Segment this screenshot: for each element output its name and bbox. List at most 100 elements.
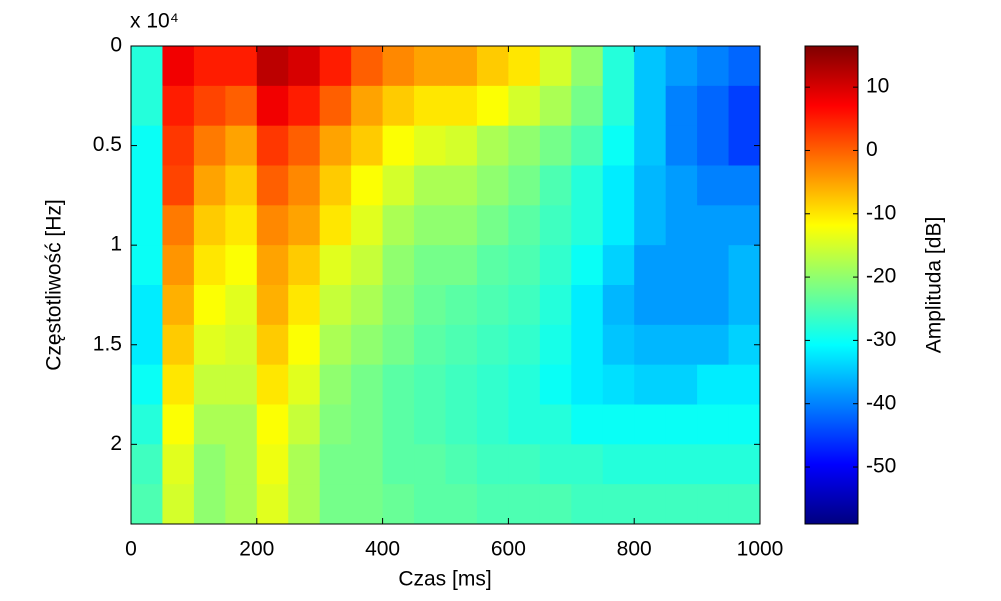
heatmap-cell bbox=[697, 444, 730, 485]
heatmap-cell bbox=[319, 46, 352, 87]
heatmap-cell bbox=[351, 245, 384, 286]
y-tick-label: 0 bbox=[110, 34, 122, 57]
heatmap-cell bbox=[508, 46, 541, 87]
heatmap-cell bbox=[508, 404, 541, 445]
heatmap-cell bbox=[697, 285, 730, 326]
heatmap-cell bbox=[445, 484, 478, 525]
heatmap-cell bbox=[728, 46, 761, 87]
heatmap-cell bbox=[225, 404, 258, 445]
heatmap-cell bbox=[445, 245, 478, 286]
heatmap-cell bbox=[351, 85, 384, 127]
heatmap-cell bbox=[508, 245, 541, 286]
heatmap-cell bbox=[414, 324, 446, 366]
heatmap-cell bbox=[382, 444, 415, 485]
heatmap-cell bbox=[602, 404, 635, 445]
heatmap-cell bbox=[602, 364, 635, 405]
heatmap-cell bbox=[288, 46, 321, 87]
heatmap-cell bbox=[288, 85, 321, 127]
heatmap-cell bbox=[131, 404, 163, 445]
heatmap-cell bbox=[351, 484, 384, 525]
heatmap-cell bbox=[256, 46, 289, 87]
heatmap-cell bbox=[445, 444, 478, 485]
heatmap-cell bbox=[665, 324, 698, 366]
heatmap-cell bbox=[382, 324, 415, 366]
heatmap-cell bbox=[508, 125, 541, 166]
heatmap-cell bbox=[571, 404, 604, 445]
heatmap-cell bbox=[414, 125, 446, 166]
heatmap-cell bbox=[728, 444, 761, 485]
heatmap-cell bbox=[445, 285, 478, 326]
heatmap-cell bbox=[665, 205, 698, 246]
heatmap-cell bbox=[539, 165, 572, 206]
heatmap-cell bbox=[539, 364, 572, 405]
heatmap-cell bbox=[571, 444, 604, 485]
heatmap-cell bbox=[319, 364, 352, 405]
heatmap-cell bbox=[162, 165, 195, 206]
colorbar-tick-label: -50 bbox=[866, 455, 896, 478]
heatmap-cell bbox=[193, 364, 226, 405]
heatmap-cell bbox=[414, 364, 446, 405]
heatmap-cell bbox=[602, 46, 635, 87]
heatmap-cell bbox=[162, 484, 195, 525]
heatmap-cell bbox=[414, 404, 446, 445]
heatmap-cell bbox=[351, 46, 384, 87]
heatmap-cell bbox=[476, 125, 509, 166]
heatmap-cell bbox=[445, 46, 478, 87]
heatmap-cell bbox=[162, 404, 195, 445]
heatmap-cell bbox=[351, 444, 384, 485]
heatmap-cell bbox=[728, 245, 761, 286]
heatmap-cell bbox=[162, 444, 195, 485]
colorbar-tick-label: -10 bbox=[866, 201, 896, 224]
heatmap-cell bbox=[193, 245, 226, 286]
heatmap-cell bbox=[351, 364, 384, 405]
heatmap-cell bbox=[193, 285, 226, 326]
heatmap-cell bbox=[193, 404, 226, 445]
colorbar-tick-label: -40 bbox=[866, 391, 896, 414]
heatmap-cell bbox=[256, 125, 289, 166]
x-tick-label: 600 bbox=[491, 538, 526, 561]
heatmap-cell bbox=[634, 444, 667, 485]
heatmap-cell bbox=[288, 125, 321, 166]
heatmap-cell bbox=[193, 46, 226, 87]
heatmap-cell bbox=[697, 205, 730, 246]
heatmap-cell bbox=[131, 205, 163, 246]
heatmap-cell bbox=[288, 444, 321, 485]
heatmap-cell bbox=[602, 285, 635, 326]
heatmap-cell bbox=[162, 205, 195, 246]
heatmap-cell bbox=[445, 205, 478, 246]
heatmap-cell bbox=[539, 404, 572, 445]
heatmap-cell bbox=[445, 324, 478, 366]
heatmap-cell bbox=[728, 205, 761, 246]
heatmap-cell bbox=[382, 165, 415, 206]
heatmap-cell bbox=[131, 285, 163, 326]
heatmap-cell bbox=[508, 165, 541, 206]
heatmap-cell bbox=[225, 205, 258, 246]
heatmap-cell bbox=[508, 484, 541, 525]
heatmap-cell bbox=[193, 205, 226, 246]
heatmap-cell bbox=[634, 285, 667, 326]
heatmap-cell bbox=[225, 245, 258, 286]
heatmap-cell bbox=[697, 324, 730, 366]
heatmap-cell bbox=[256, 404, 289, 445]
heatmap-cell bbox=[634, 364, 667, 405]
heatmap-cell bbox=[414, 245, 446, 286]
heatmap-cell bbox=[508, 205, 541, 246]
heatmap-cell bbox=[319, 444, 352, 485]
heatmap-cell bbox=[445, 404, 478, 445]
heatmap-cell bbox=[162, 245, 195, 286]
heatmap-cell bbox=[634, 484, 667, 525]
heatmap-cell bbox=[634, 85, 667, 127]
y-multiplier: x 10⁴ bbox=[130, 10, 179, 33]
heatmap-cell bbox=[131, 245, 163, 286]
heatmap-cell bbox=[225, 125, 258, 166]
heatmap-cell bbox=[414, 285, 446, 326]
heatmap-cell bbox=[571, 364, 604, 405]
heatmap-cell bbox=[319, 285, 352, 326]
heatmap-cell bbox=[131, 484, 163, 525]
heatmap-cell bbox=[256, 484, 289, 525]
y-tick-label: 1.5 bbox=[93, 332, 122, 355]
colorbar bbox=[804, 45, 859, 525]
heatmap-cell bbox=[665, 364, 698, 405]
heatmap-cell bbox=[539, 484, 572, 525]
heatmap-cell bbox=[193, 85, 226, 127]
